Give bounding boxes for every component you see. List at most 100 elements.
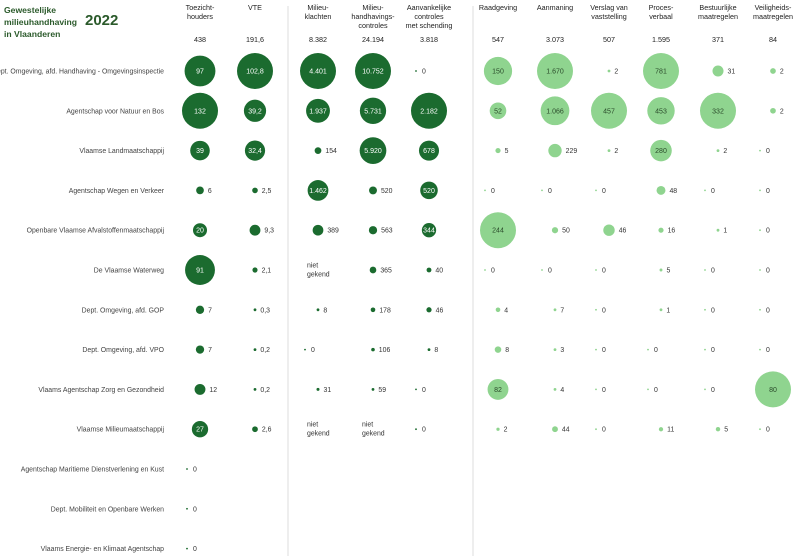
- value-bubble: [196, 186, 204, 195]
- row-label: Agentschap Maritieme Dienstverlening en …: [21, 467, 164, 474]
- value-bubble: [716, 149, 720, 153]
- column-total: 507: [603, 35, 615, 44]
- value-bubble: [759, 229, 761, 232]
- value-label: 8: [434, 347, 438, 354]
- value-label: 52: [494, 108, 502, 115]
- value-bubble: [607, 69, 611, 73]
- value-label: 0: [602, 268, 606, 275]
- row-label: De Vlaamse Waterweg: [94, 268, 164, 275]
- value-bubble: [186, 547, 188, 550]
- value-label: 1: [723, 228, 727, 235]
- value-bubble: [420, 181, 438, 200]
- value-label: 453: [655, 108, 667, 115]
- value-bubble: [759, 428, 761, 431]
- value-bubble: [759, 149, 761, 152]
- value-label: 244: [492, 228, 504, 235]
- value-bubble: [252, 426, 258, 433]
- value-label: 0: [602, 387, 606, 394]
- not-known-label: niet gekend: [362, 422, 385, 438]
- value-bubble: [548, 143, 562, 158]
- row-label: Agentschap voor Natuur en Bos: [66, 108, 164, 115]
- value-bubble: [595, 428, 597, 431]
- value-bubble: [184, 55, 216, 87]
- value-bubble: [314, 147, 322, 154]
- value-label: 332: [712, 108, 724, 115]
- value-bubble: [658, 227, 664, 233]
- value-bubble: [415, 388, 417, 391]
- value-label: 40: [435, 268, 443, 275]
- column-header: Aanvankelijke controles met schending: [406, 3, 453, 30]
- value-bubble: [759, 308, 761, 311]
- value-label: 1.937: [309, 108, 327, 115]
- value-label: 280: [655, 148, 667, 155]
- value-label: 2: [723, 148, 727, 155]
- row-label: Vlaamse Landmaatschappij: [79, 148, 164, 155]
- value-bubble: [316, 387, 320, 391]
- value-bubble: [591, 92, 627, 129]
- value-label: 46: [436, 307, 444, 314]
- value-bubble: [541, 269, 543, 271]
- value-label: 389: [327, 228, 339, 235]
- value-label: 0: [766, 228, 770, 235]
- value-bubble: [253, 348, 257, 351]
- value-label: 1.066: [546, 108, 564, 115]
- value-label: 48: [669, 188, 677, 195]
- value-bubble: [415, 428, 417, 431]
- value-label: 678: [423, 148, 435, 155]
- column-total: 371: [712, 35, 724, 44]
- value-bubble: [426, 267, 432, 273]
- row-label: Dept. Omgeving, afd. GOP: [82, 307, 165, 314]
- value-label: 44: [562, 427, 570, 434]
- value-bubble: [540, 96, 570, 126]
- column-total: 84: [769, 35, 777, 44]
- value-label: 80: [769, 387, 777, 394]
- value-bubble: [659, 268, 663, 272]
- value-bubble: [715, 426, 721, 432]
- value-bubble: [552, 426, 558, 433]
- value-label: 12: [209, 387, 217, 394]
- value-bubble: [370, 307, 376, 313]
- value-label: 59: [378, 387, 386, 394]
- value-bubble: [489, 102, 507, 120]
- value-label: 0: [766, 268, 770, 275]
- value-bubble: [185, 255, 215, 285]
- value-bubble: [700, 92, 736, 129]
- value-bubble: [704, 269, 706, 271]
- value-bubble: [411, 92, 447, 129]
- value-label: 31: [324, 387, 332, 394]
- value-bubble: [595, 308, 597, 311]
- value-bubble: [647, 388, 649, 391]
- value-bubble: [755, 371, 791, 408]
- value-label: 16: [668, 228, 676, 235]
- value-bubble: [603, 224, 615, 236]
- value-bubble: [496, 427, 500, 431]
- value-label: 5.731: [364, 108, 382, 115]
- column-total: 547: [492, 35, 504, 44]
- value-bubble: [553, 388, 557, 391]
- row-label: Vlaams Agentschap Zorg en Gezondheid: [38, 387, 164, 394]
- value-bubble: [704, 189, 706, 192]
- value-label: 0: [654, 387, 658, 394]
- value-label: 7: [208, 347, 212, 354]
- value-label: 7: [208, 307, 212, 314]
- value-label: 229: [566, 148, 578, 155]
- value-bubble: [658, 427, 664, 432]
- value-bubble: [759, 269, 761, 271]
- value-bubble: [306, 98, 330, 123]
- column-total: 24.194: [362, 35, 384, 44]
- not-known-label: niet gekend: [307, 422, 330, 438]
- value-label: 0: [548, 268, 552, 275]
- value-label: 0: [602, 307, 606, 314]
- value-label: 132: [194, 108, 206, 115]
- value-label: 178: [379, 307, 391, 314]
- value-label: 0: [654, 347, 658, 354]
- value-label: 0: [766, 427, 770, 434]
- column-total: 3.818: [420, 35, 438, 44]
- row-label: Openbare Vlaamse Afvalstoffenmaatschappi…: [27, 228, 165, 235]
- value-label: 2: [614, 148, 618, 155]
- value-label: 0: [602, 427, 606, 434]
- value-bubble: [359, 97, 387, 124]
- value-label: 5: [666, 268, 670, 275]
- value-bubble: [551, 227, 559, 234]
- value-bubble: [770, 107, 776, 114]
